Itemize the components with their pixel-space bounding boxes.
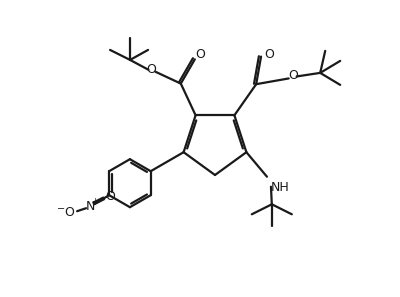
Text: −: − [57,204,65,214]
Text: +: + [92,197,98,206]
Text: NH: NH [271,181,290,194]
Text: O: O [195,48,205,61]
Text: O: O [288,69,298,82]
Text: O: O [264,48,274,61]
Text: N: N [85,200,95,213]
Text: O: O [146,63,156,76]
Text: O: O [64,206,74,219]
Text: O: O [105,190,115,203]
